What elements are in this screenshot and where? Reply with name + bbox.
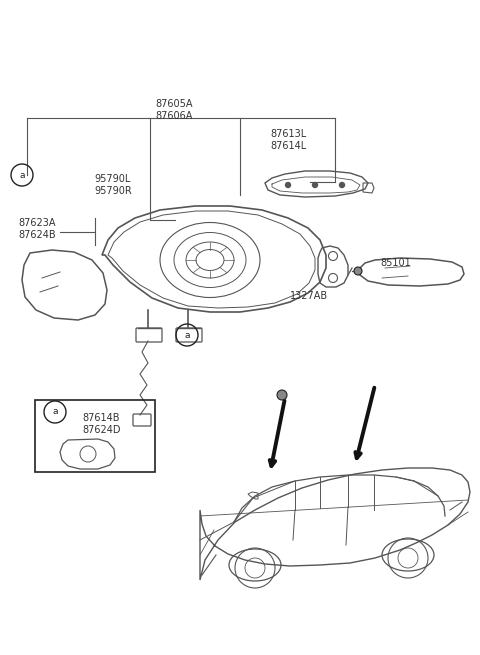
Text: 87624D: 87624D	[82, 425, 120, 435]
Text: 95790L: 95790L	[94, 174, 131, 184]
Text: 95790R: 95790R	[94, 186, 132, 196]
Circle shape	[354, 267, 362, 275]
Text: 87614L: 87614L	[270, 141, 306, 151]
Circle shape	[339, 183, 345, 187]
Text: a: a	[184, 331, 190, 339]
Text: 87605A: 87605A	[155, 99, 192, 109]
Text: a: a	[52, 407, 58, 417]
Text: 87623A: 87623A	[18, 218, 56, 228]
Text: 85101: 85101	[380, 258, 411, 268]
Text: 87624B: 87624B	[18, 230, 56, 240]
Text: 87613L: 87613L	[270, 129, 306, 139]
Text: a: a	[19, 170, 25, 179]
Text: 87606A: 87606A	[155, 111, 192, 121]
Circle shape	[277, 390, 287, 400]
Circle shape	[312, 183, 317, 187]
Text: 87614B: 87614B	[82, 413, 120, 423]
Circle shape	[286, 183, 290, 187]
Text: 1327AB: 1327AB	[290, 291, 328, 301]
